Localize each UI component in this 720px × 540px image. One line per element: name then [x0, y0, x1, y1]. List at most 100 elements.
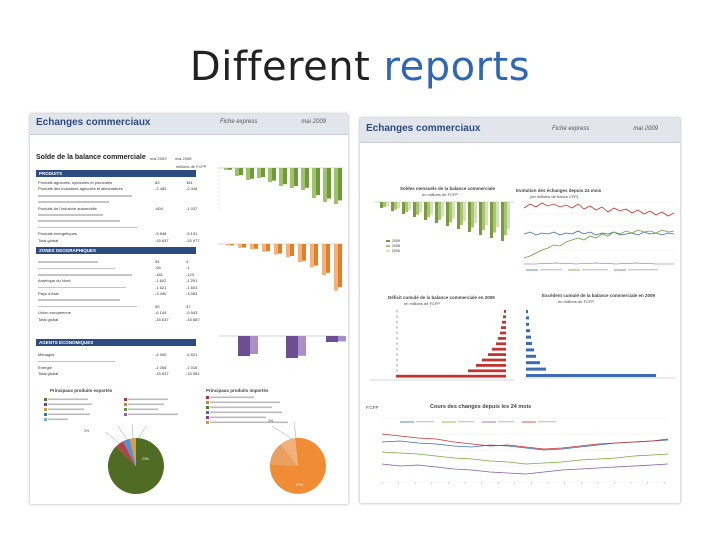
table-row	[38, 218, 198, 224]
right-report-thumbnail[interactable]: Echanges commerciaux Fiche express mai 2…	[360, 118, 680, 503]
agents-bar-chart	[218, 335, 346, 358]
chart5-line-4	[381, 433, 669, 450]
surplus-bar	[526, 354, 536, 358]
left-report-thumbnail[interactable]: Echanges commerciaux Fiche express mai 2…	[30, 114, 348, 504]
green-bar	[316, 168, 320, 195]
right-report-title: Echanges commerciaux	[366, 123, 481, 134]
deficit-bar	[476, 364, 506, 367]
chart3-sub: en millions de FCFP	[404, 301, 441, 306]
surplus-bar	[526, 316, 529, 320]
row-label	[38, 226, 137, 229]
band-produits: PRODUITS	[36, 170, 196, 177]
green-bar	[272, 168, 276, 181]
surplus-bar	[526, 335, 531, 339]
green-bar	[301, 168, 305, 190]
surplus-bar	[526, 361, 540, 365]
table-row: Union européenne -6 149 -5 543	[38, 310, 198, 316]
chart2-legend	[526, 269, 658, 271]
zones-table: 54 4 -64 -1 -181 -123 Amérique du Nord -1 602 -1…	[38, 259, 200, 323]
green-bar	[239, 168, 243, 176]
row-value-1: 90	[155, 303, 160, 309]
chart2-title: Evolution des échanges depuis 24 mois	[516, 188, 602, 193]
row-value-1: -5 848	[155, 231, 167, 237]
table-row: Ménages -4 940 -5 521	[38, 352, 198, 358]
green-bar	[235, 168, 239, 176]
row-label: Amérique du Nord	[38, 278, 71, 284]
chart1-monthly-balance: 2009 2008 2006	[374, 201, 514, 253]
row-value-2: -5 521	[186, 352, 198, 357]
pie1-callout-0: 3%	[84, 429, 89, 433]
row-value-1: -15 637	[155, 237, 169, 243]
label-stub	[396, 353, 398, 356]
label-stub	[396, 326, 398, 329]
row-value-1: -2 483	[155, 186, 167, 192]
left-bar-charts	[218, 167, 346, 358]
row-value-2: -5 131	[186, 231, 198, 237]
table-row: Produits agricoles, sylvicoles et piscic…	[38, 180, 198, 186]
table-row: Produits de l'industrie automobile -604 -1…	[38, 206, 198, 212]
chart1-bar	[460, 202, 463, 225]
green-bar	[250, 168, 254, 179]
row-value-2: -1 291	[186, 278, 198, 284]
green-bar	[334, 168, 338, 204]
chart1-bar	[438, 202, 441, 220]
pie-charts: 3% 23% 3% 67%	[44, 396, 326, 494]
chart2-line-green	[523, 229, 675, 259]
green-bar	[268, 168, 272, 182]
surplus-bar	[526, 367, 546, 371]
chart4-sub: en millions de FCFP	[558, 299, 595, 304]
row-value-1: 83	[155, 180, 160, 185]
chart1-bar	[501, 202, 504, 241]
left-section-title: Solde de la balance commerciale	[36, 154, 146, 161]
row-value-1: -15 637	[155, 316, 169, 322]
chart5-line-2	[381, 451, 669, 465]
row-value-2: -1 037	[186, 205, 198, 211]
orange-bar	[238, 244, 242, 248]
chart1-title: Soldes mensuels de la balance commercial…	[400, 186, 496, 191]
row-value-1: -6 149	[155, 310, 167, 316]
row-label: Produits énergétiques	[38, 231, 77, 237]
table-row: Pays d'Asie -3 490 -3 063	[38, 291, 198, 297]
row-value-2: -15 977	[186, 237, 200, 243]
row-value-1: -3 490	[155, 290, 167, 296]
chart4-title: Excédent cumulé de la balance commercial…	[542, 293, 656, 298]
row-value-1: -64	[155, 265, 161, 271]
row-label: Union européenne	[38, 310, 71, 316]
svg-text:2009: 2009	[392, 239, 400, 243]
surplus-bar	[526, 374, 656, 377]
green-bar	[305, 168, 309, 188]
chart5-line-3	[381, 463, 669, 475]
row-label: Energie	[38, 364, 52, 370]
chart2-line-red	[523, 202, 675, 217]
green-bar	[261, 168, 265, 177]
green-bar	[290, 168, 294, 188]
right-report-subtitle: Fiche express	[552, 126, 590, 132]
chart5-exchange-rates	[381, 417, 669, 484]
pie1-callout-1: 23%	[142, 457, 149, 461]
row-label: Produits de l'industrie automobile	[38, 205, 97, 211]
purple-bar	[338, 336, 346, 342]
row-value-2: 4	[186, 259, 189, 264]
chart3-title: Déficit cumulé de la balance commerciale…	[388, 295, 495, 300]
chart1-bar	[496, 202, 499, 228]
row-value-2: -1	[186, 265, 190, 271]
chart1-bar	[457, 202, 460, 229]
row-value-2: -123	[186, 271, 195, 277]
row-label	[38, 261, 98, 263]
orange-bar	[314, 244, 318, 266]
chart4-surplus-bars	[524, 310, 676, 379]
deficit-bar	[501, 326, 506, 329]
deficit-bar	[498, 337, 506, 340]
green-bar	[228, 168, 232, 170]
chart1-bar	[452, 202, 455, 219]
surplus-bar	[526, 310, 528, 313]
chart1-bar	[380, 202, 383, 208]
row-label	[38, 305, 137, 308]
row-label	[38, 273, 132, 276]
slide-title: Different reports	[0, 44, 720, 90]
row-value-2: 181	[186, 180, 193, 185]
green-bar	[246, 168, 250, 180]
row-value-2: -5 543	[186, 310, 198, 316]
chart2-sub: (en millions de francs CFP)	[530, 194, 579, 199]
table-row	[38, 225, 198, 231]
